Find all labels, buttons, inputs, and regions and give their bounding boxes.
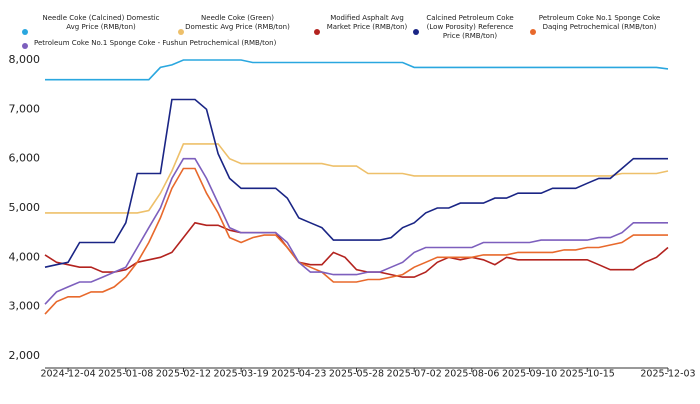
y-tick-label: 2,000 [9, 349, 41, 362]
x-tick-label: 2025-10-15 [560, 369, 615, 380]
legend-label: Modified Asphalt Avg Market Price (RMB/t… [326, 14, 408, 31]
x-tick-label: 2025-09-10 [502, 369, 557, 380]
y-tick-label: 4,000 [9, 250, 41, 263]
y-tick-label: 6,000 [9, 152, 41, 165]
y-tick-label: 7,000 [9, 102, 41, 115]
series-line [44, 221, 669, 278]
x-tick-label: 2025-12-03 [640, 369, 695, 380]
legend-marker [22, 29, 28, 35]
x-tick-label: 2025-08-06 [444, 369, 499, 380]
series-line [44, 167, 668, 315]
series-line [45, 143, 669, 214]
x-tick-label: 2025-03-19 [214, 369, 269, 380]
legend-label: Needle Coke (Calcined) Domestic Avg Pric… [42, 14, 160, 31]
x-tick-label: 2025-02-12 [156, 369, 211, 380]
legend-label: Petroleum Coke No.1 Sponge Coke - Fushun… [34, 39, 277, 47]
legend-label: Needle Coke (Green) Domestic Avg Price (… [185, 14, 290, 31]
legend-marker [413, 29, 419, 35]
series-line [44, 98, 668, 268]
legend-marker [530, 29, 536, 35]
x-tick-label: 2025-07-02 [387, 369, 442, 380]
x-tick-label: 2025-04-23 [271, 369, 326, 380]
legend-marker [178, 29, 184, 35]
x-tick-label: 2024-12-04 [40, 369, 95, 380]
legend-marker [22, 43, 28, 49]
x-tick-label: 2025-05-28 [329, 369, 384, 380]
y-tick-label: 3,000 [9, 300, 41, 313]
series-line [45, 59, 669, 81]
legend-label: Petroleum Coke No.1 Sponge Coke Daqing P… [538, 14, 661, 31]
x-tick-label: 2025-01-08 [98, 369, 153, 380]
series-line [44, 157, 668, 305]
legend-label: Calcined Petroleum Coke (Low Porosity) R… [426, 14, 514, 40]
y-tick-label: 8,000 [9, 53, 41, 66]
legend-marker [314, 29, 320, 35]
y-tick-label: 5,000 [9, 201, 41, 214]
